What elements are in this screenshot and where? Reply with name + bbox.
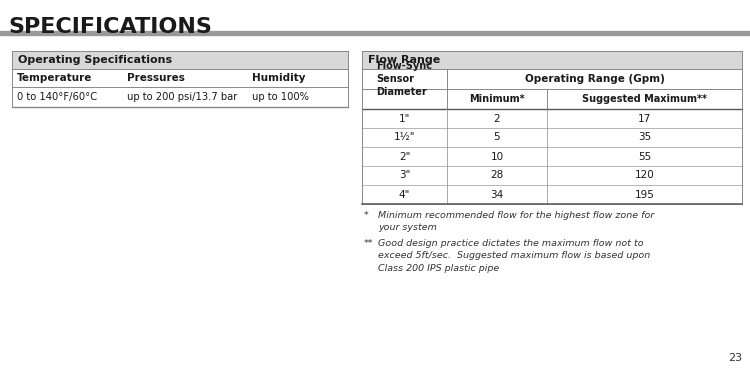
Text: Flow Range: Flow Range — [368, 55, 440, 65]
Text: 34: 34 — [490, 190, 504, 200]
Text: Flow-Sync
Sensor
Diameter: Flow-Sync Sensor Diameter — [376, 61, 433, 97]
Bar — [362, 51, 742, 69]
Text: up to 200 psi/13.7 bar: up to 200 psi/13.7 bar — [127, 92, 237, 102]
Text: Temperature: Temperature — [17, 73, 92, 83]
Text: Good design practice dictates the maximum flow not to
exceed 5ft/sec.  Suggested: Good design practice dictates the maximu… — [378, 239, 650, 273]
Text: **: ** — [364, 239, 374, 248]
Text: up to 100%: up to 100% — [252, 92, 309, 102]
Text: Suggested Maximum**: Suggested Maximum** — [582, 94, 707, 104]
Text: 10: 10 — [490, 152, 503, 162]
Text: 5: 5 — [494, 132, 500, 142]
Text: Operating Specifications: Operating Specifications — [18, 55, 172, 65]
Text: 2: 2 — [494, 114, 500, 124]
Text: 55: 55 — [638, 152, 651, 162]
Text: 28: 28 — [490, 170, 504, 180]
Text: 17: 17 — [638, 114, 651, 124]
Text: 3": 3" — [399, 170, 410, 180]
Text: Operating Range (Gpm): Operating Range (Gpm) — [524, 74, 664, 84]
Text: SPECIFICATIONS: SPECIFICATIONS — [8, 17, 211, 37]
Text: Minimum recommended flow for the highest flow zone for
your system: Minimum recommended flow for the highest… — [378, 211, 654, 232]
Text: Humidity: Humidity — [252, 73, 305, 83]
Bar — [0, 31, 750, 35]
Text: Pressures: Pressures — [127, 73, 184, 83]
Bar — [12, 51, 348, 69]
Text: 1½": 1½" — [394, 132, 416, 142]
Text: 1": 1" — [399, 114, 410, 124]
Text: 195: 195 — [634, 190, 655, 200]
Text: 23: 23 — [728, 353, 742, 363]
Text: 35: 35 — [638, 132, 651, 142]
Text: Minimum*: Minimum* — [470, 94, 525, 104]
Text: 4": 4" — [399, 190, 410, 200]
Text: *: * — [364, 211, 369, 220]
Text: 2": 2" — [399, 152, 410, 162]
Text: 0 to 140°F/60°C: 0 to 140°F/60°C — [17, 92, 98, 102]
Text: 120: 120 — [634, 170, 654, 180]
